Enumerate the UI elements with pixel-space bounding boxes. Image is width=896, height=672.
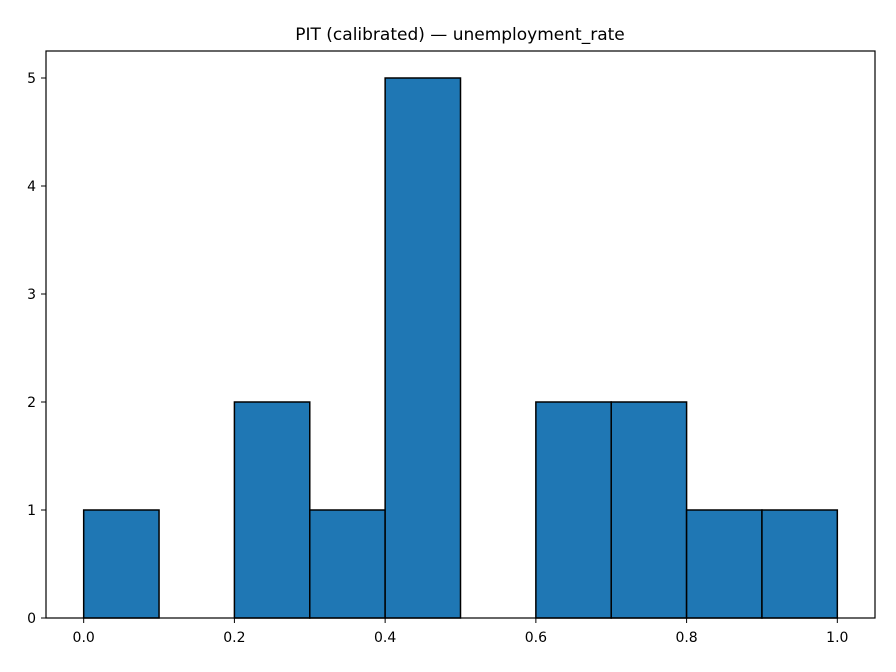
histogram-bar-2 xyxy=(233,401,311,619)
histogram-bar-4 xyxy=(384,77,462,619)
y-tick-label-3: 3 xyxy=(27,287,36,303)
x-tick-label-1: 0.2 xyxy=(223,630,245,646)
histogram-bar-6 xyxy=(535,401,612,619)
chart-title: PIT (calibrated) — unemployment_rate xyxy=(295,25,624,45)
histogram-bar-0 xyxy=(82,509,160,619)
x-axis-ticks: 0.0 0.2 0.4 0.6 0.8 1.0 xyxy=(73,618,848,646)
y-tick-label-4: 4 xyxy=(27,179,36,195)
bars-group xyxy=(82,77,839,619)
x-tick-label-2: 0.4 xyxy=(374,630,396,646)
x-tick-label-0: 0.0 xyxy=(73,630,95,646)
y-tick-label-0: 0 xyxy=(27,611,36,627)
y-tick-label-5: 5 xyxy=(27,71,36,87)
x-tick-label-4: 0.8 xyxy=(675,630,697,646)
y-tick-label-1: 1 xyxy=(27,503,36,519)
plot-frame xyxy=(45,50,876,619)
histogram-bar-9 xyxy=(761,509,839,619)
histogram-bar-3 xyxy=(309,509,386,619)
histogram-bar-7 xyxy=(610,401,688,619)
x-tick-label-5: 1.0 xyxy=(826,630,848,646)
y-axis-ticks: 0 1 2 3 4 5 xyxy=(27,71,46,627)
histogram-bar-8 xyxy=(685,509,763,619)
y-tick-label-2: 2 xyxy=(27,395,36,411)
x-tick-label-3: 0.6 xyxy=(525,630,547,646)
